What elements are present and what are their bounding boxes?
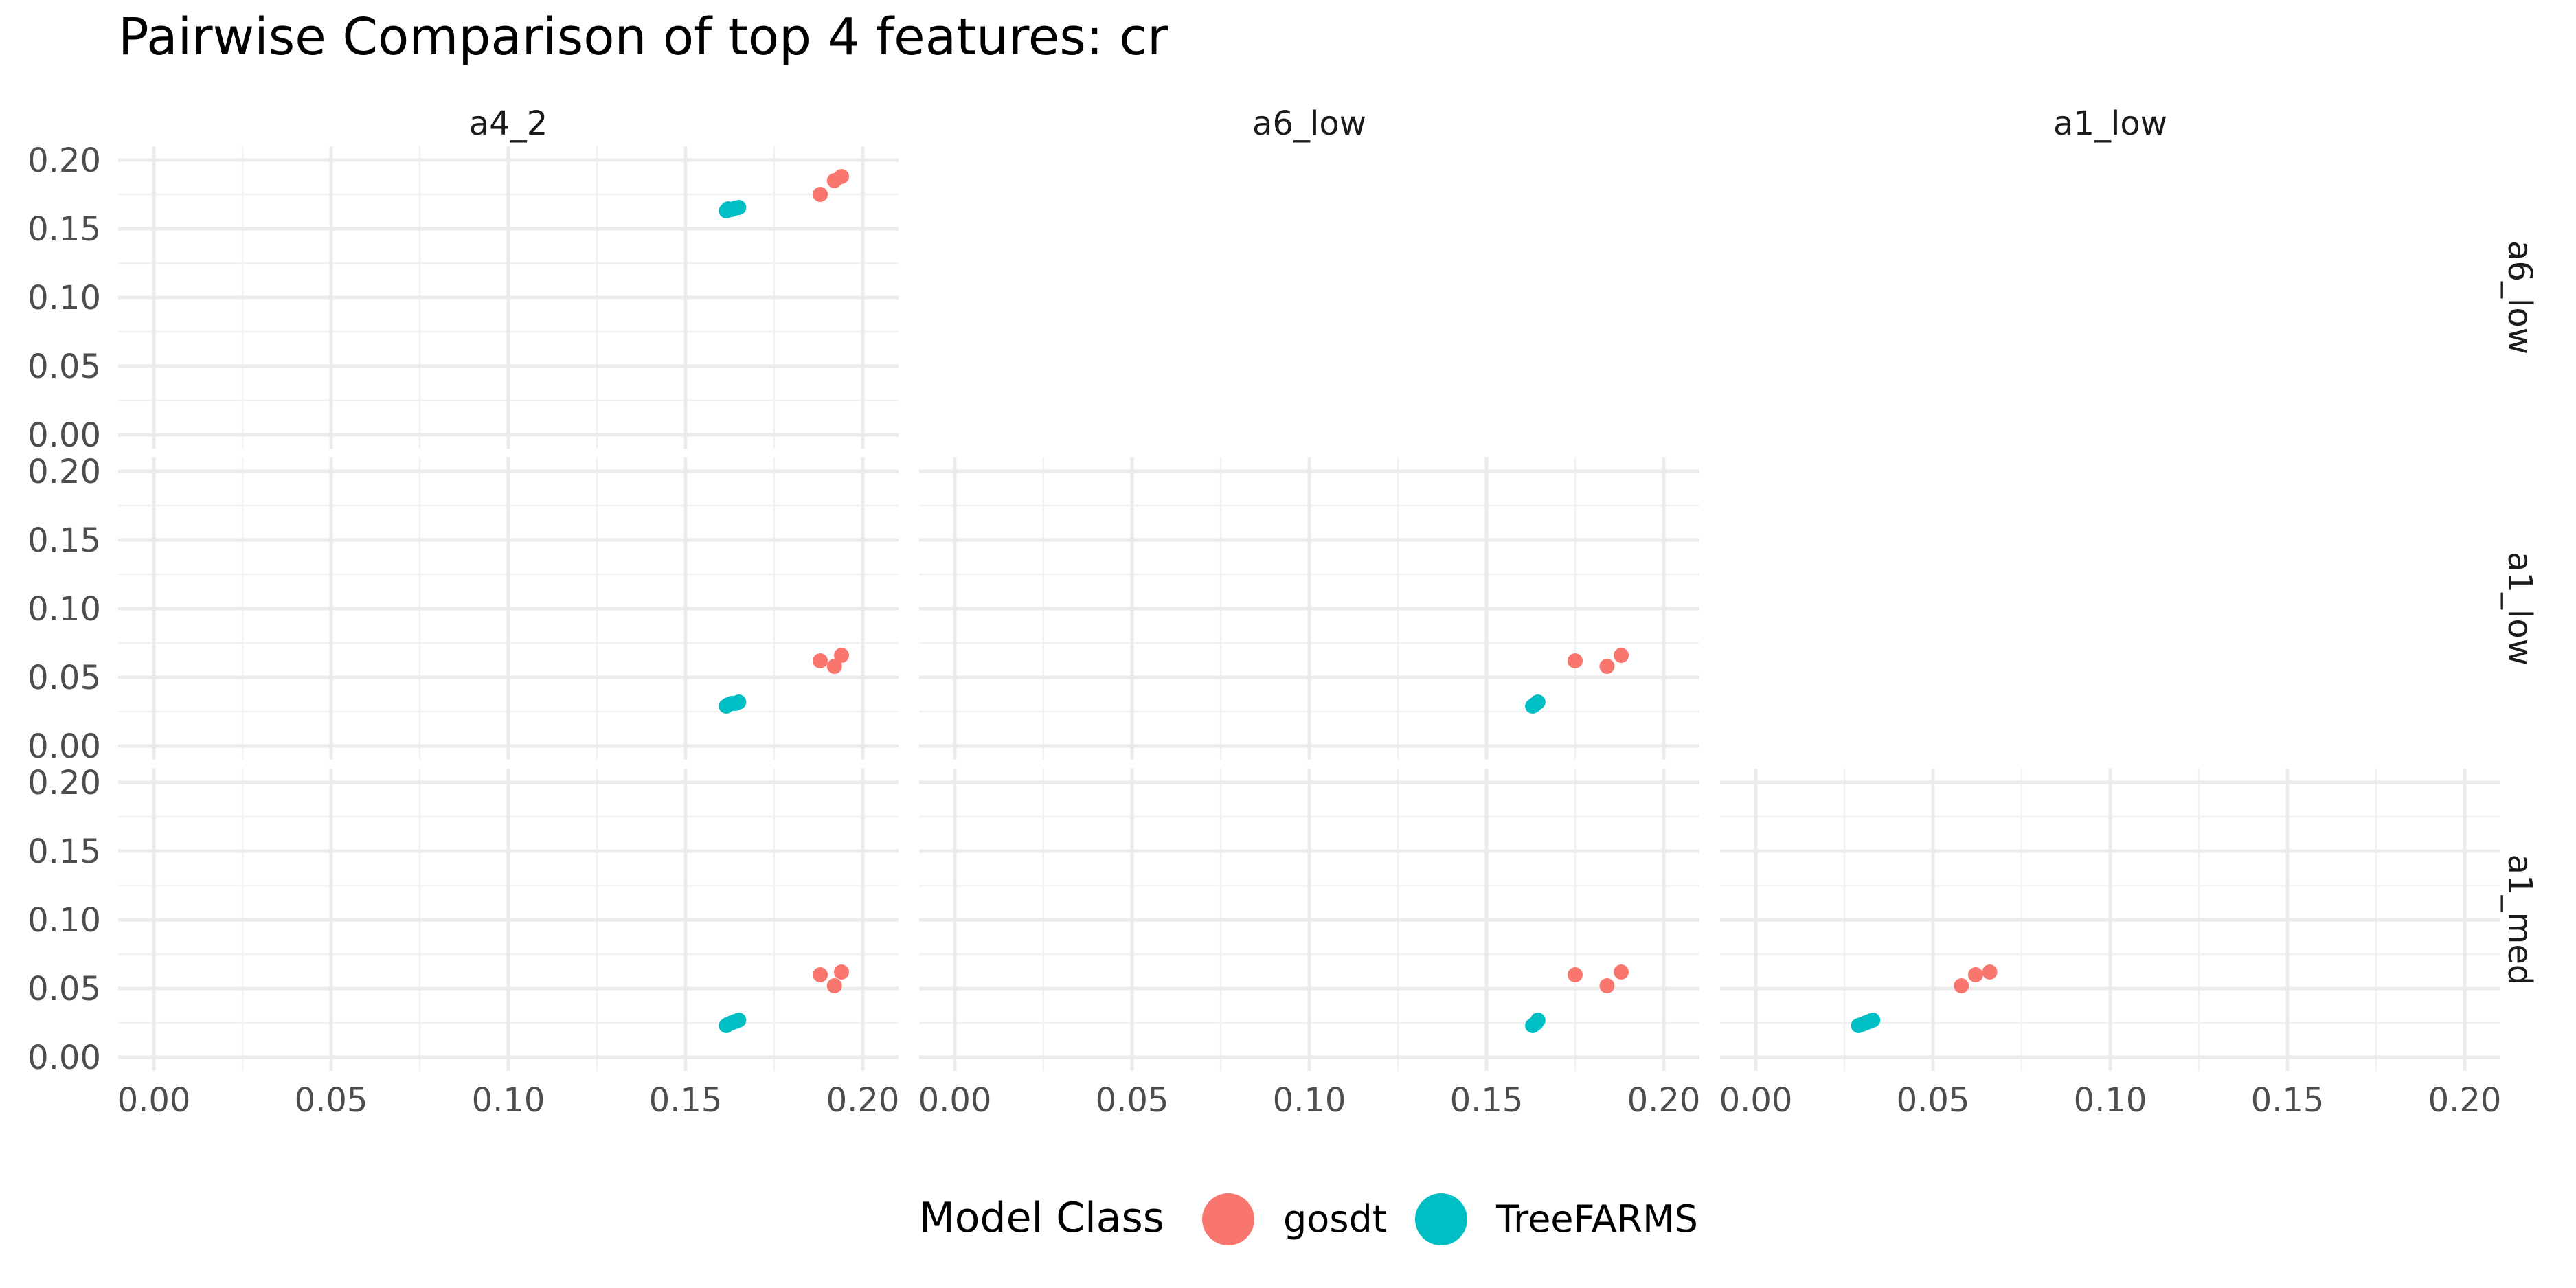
chart-title: Pairwise Comparison of top 4 features: c… <box>118 8 1168 67</box>
x-tick-label: 0.00 <box>918 1081 992 1120</box>
point-gosdt <box>1568 967 1583 982</box>
panel-a6_low-vs-a1_low <box>919 457 1699 760</box>
y-tick-label: 0.05 <box>27 970 101 1008</box>
x-tick-label: 0.05 <box>1096 1081 1169 1120</box>
point-gosdt <box>1599 659 1615 674</box>
y-tick-label: 0.05 <box>27 659 101 697</box>
legend-key-gosdt <box>1202 1193 1254 1245</box>
y-tick-label: 0.15 <box>27 210 101 249</box>
column-strip-label: a4_2 <box>469 104 548 143</box>
point-gosdt <box>1954 978 1969 993</box>
y-tick-label: 0.05 <box>27 348 101 386</box>
point-gosdt <box>834 964 850 980</box>
panel-a6_low-vs-a1_med <box>919 769 1699 1071</box>
point-gosdt <box>1614 964 1629 980</box>
row-strip-label: a1_med <box>2500 855 2539 986</box>
y-tick-label: 0.10 <box>27 279 101 317</box>
y-tick-label: 0.20 <box>27 764 101 802</box>
point-gosdt <box>834 169 850 184</box>
legend: Model Class gosdt TreeFARMS <box>919 1193 1698 1245</box>
panel-a4_2-vs-a1_med <box>118 769 899 1071</box>
point-gosdt <box>826 978 842 993</box>
x-tick-label: 0.20 <box>2428 1081 2502 1120</box>
legend-label: gosdt <box>1283 1197 1387 1241</box>
column-strip-label: a1_low <box>2053 104 2167 143</box>
column-strip-label: a6_low <box>1252 104 1366 143</box>
x-tick-label: 0.00 <box>117 1081 191 1120</box>
point-gosdt <box>1568 653 1583 668</box>
x-tick-label: 0.15 <box>649 1081 723 1120</box>
row-strip-label: a1_low <box>2500 552 2539 666</box>
y-tick-label: 0.00 <box>27 1039 101 1077</box>
x-tick-label: 0.05 <box>295 1081 368 1120</box>
panel-a4_2-vs-a1_low <box>118 457 899 760</box>
point-gosdt <box>813 653 828 668</box>
point-TreeFARMS <box>731 1013 747 1028</box>
x-tick-label: 0.20 <box>826 1081 900 1120</box>
y-tick-label: 0.10 <box>27 901 101 940</box>
legend-title: Model Class <box>919 1194 1164 1242</box>
y-tick-label: 0.10 <box>27 590 101 629</box>
y-tick-label: 0.15 <box>27 521 101 560</box>
point-TreeFARMS <box>1530 1013 1546 1028</box>
point-TreeFARMS <box>731 200 747 215</box>
point-gosdt <box>1614 648 1629 663</box>
y-tick-label: 0.20 <box>27 142 101 180</box>
row-strip-label: a6_low <box>2500 240 2539 354</box>
point-gosdt <box>834 648 850 663</box>
panel-a4_2-vs-a6_low <box>118 146 899 449</box>
point-gosdt <box>1982 964 1998 980</box>
legend-key-TreeFARMS <box>1415 1193 1467 1245</box>
point-gosdt <box>826 659 842 674</box>
point-TreeFARMS <box>1530 694 1546 710</box>
x-tick-label: 0.10 <box>1273 1081 1346 1120</box>
point-gosdt <box>813 187 828 202</box>
point-TreeFARMS <box>731 694 747 710</box>
x-tick-label: 0.15 <box>2251 1081 2325 1120</box>
panel-a1_low-vs-a1_med <box>1720 769 2500 1071</box>
x-tick-label: 0.05 <box>1897 1081 1970 1120</box>
point-gosdt <box>1599 978 1615 993</box>
x-tick-label: 0.15 <box>1450 1081 1524 1120</box>
point-gosdt <box>1967 967 1983 982</box>
legend-label: TreeFARMS <box>1495 1197 1698 1241</box>
x-tick-label: 0.20 <box>1627 1081 1701 1120</box>
x-tick-label: 0.00 <box>1719 1081 1793 1120</box>
y-tick-label: 0.15 <box>27 833 101 871</box>
x-tick-label: 0.10 <box>2074 1081 2147 1120</box>
y-tick-label: 0.00 <box>27 416 101 455</box>
y-tick-label: 0.20 <box>27 453 101 491</box>
point-gosdt <box>813 967 828 982</box>
y-tick-label: 0.00 <box>27 727 101 766</box>
x-tick-label: 0.10 <box>472 1081 545 1120</box>
point-TreeFARMS <box>1865 1013 1881 1028</box>
panels-layer: a4_2 a6_low a1_lowa6_lowa1_lowa1_med0.000.… <box>27 104 2539 1120</box>
